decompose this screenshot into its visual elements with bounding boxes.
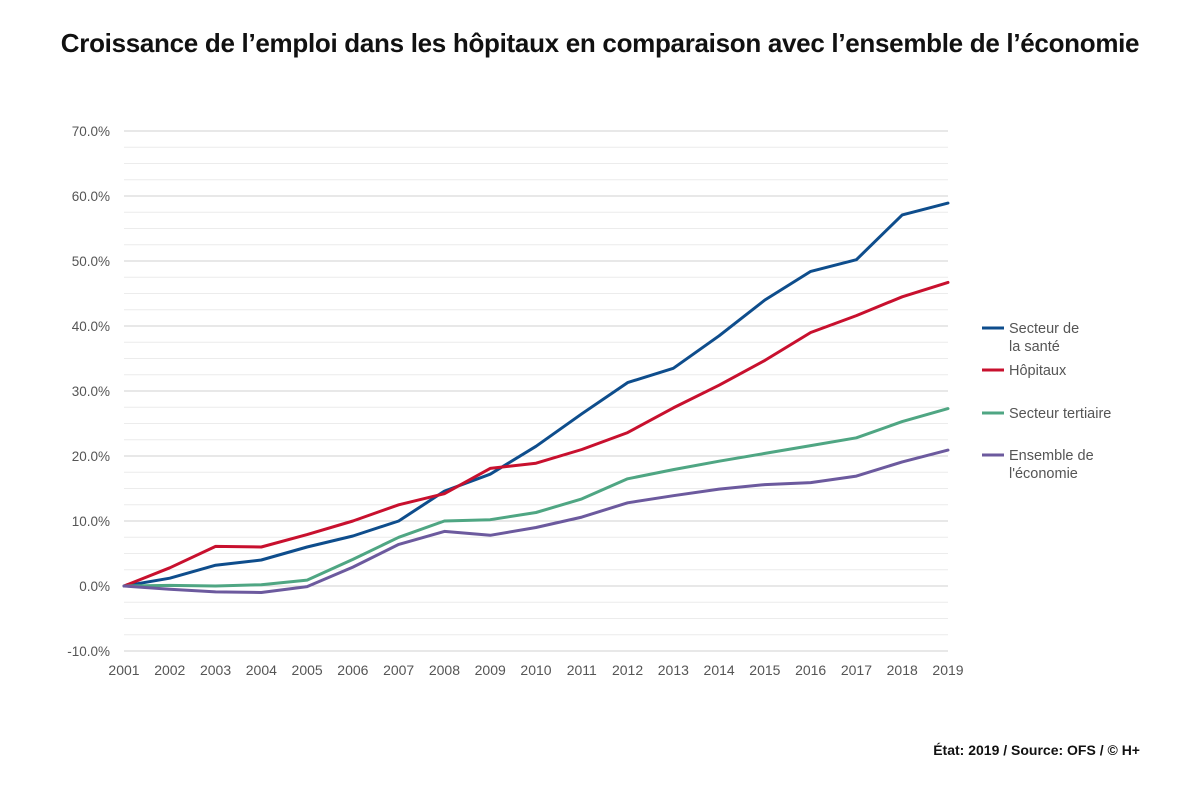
legend-label: Ensemble de l'économie bbox=[1009, 448, 1094, 482]
series-line bbox=[122, 280, 950, 588]
legend: Secteur de la santé Hôpitaux Secteur tertia… bbox=[982, 321, 1111, 482]
x-tick-label: 2004 bbox=[246, 662, 277, 678]
x-tick-label: 2001 bbox=[108, 662, 139, 678]
x-tick-label: 2009 bbox=[475, 662, 506, 678]
y-tick-label: 40.0% bbox=[72, 319, 110, 334]
x-tick-label: 2007 bbox=[383, 662, 414, 678]
x-tick-label: 2010 bbox=[520, 662, 551, 678]
y-tick-label: 0.0% bbox=[79, 579, 110, 594]
gridlines bbox=[124, 130, 948, 652]
x-tick-label: 2017 bbox=[841, 662, 872, 678]
y-tick-label: 30.0% bbox=[72, 384, 110, 399]
x-tick-label: 2015 bbox=[749, 662, 780, 678]
series-line bbox=[122, 201, 950, 588]
x-tick-label: 2014 bbox=[704, 662, 735, 678]
x-tick-label: 2013 bbox=[658, 662, 689, 678]
y-tick-label: 10.0% bbox=[72, 514, 110, 529]
x-tick-label: 2011 bbox=[567, 662, 597, 678]
chart-title: Croissance de l’emploi dans les hôpitaux… bbox=[60, 28, 1140, 58]
x-axis-ticks: 2001 2002 2003 2004 2005 2006 2007 2008 2009 2010… bbox=[108, 662, 963, 678]
y-tick-label: 20.0% bbox=[72, 449, 110, 464]
y-tick-label: 60.0% bbox=[72, 189, 110, 204]
y-tick-label: 70.0% bbox=[72, 124, 110, 139]
y-tick-label: -10.0% bbox=[67, 644, 110, 659]
x-tick-label: 2005 bbox=[292, 662, 323, 678]
x-tick-label: 2002 bbox=[154, 662, 185, 678]
x-tick-label: 2018 bbox=[887, 662, 918, 678]
legend-label: Secteur tertiaire bbox=[1009, 406, 1111, 422]
legend-label: Secteur de la santé bbox=[1009, 321, 1079, 355]
legend-label: Hôpitaux bbox=[1009, 363, 1067, 379]
series-line bbox=[122, 448, 950, 594]
source-note: État: 2019 / Source: OFS / © H+ bbox=[933, 742, 1140, 758]
x-tick-label: 2019 bbox=[932, 662, 963, 678]
x-tick-label: 2012 bbox=[612, 662, 643, 678]
x-tick-label: 2003 bbox=[200, 662, 231, 678]
x-tick-label: 2006 bbox=[337, 662, 368, 678]
y-tick-label: 50.0% bbox=[72, 254, 110, 269]
y-axis-ticks: -10.0% 0.0% 10.0% 20.0% 30.0% 40.0% 50.0% 60.0%… bbox=[67, 124, 110, 659]
x-tick-label: 2016 bbox=[795, 662, 826, 678]
series-lines bbox=[122, 201, 950, 594]
x-tick-label: 2008 bbox=[429, 662, 460, 678]
series-line bbox=[122, 407, 950, 588]
